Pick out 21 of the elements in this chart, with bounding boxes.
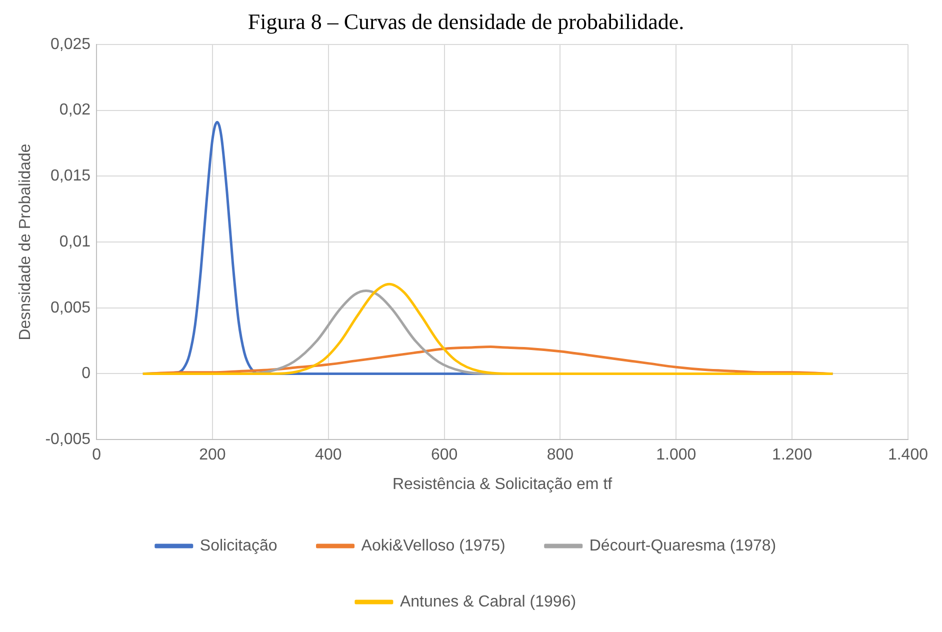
y-tick-label: 0,01	[59, 233, 91, 250]
x-tick-label: 1.000	[656, 446, 696, 464]
legend-label: Aoki&Velloso (1975)	[361, 537, 506, 554]
legend-label: Solicitação	[200, 537, 278, 554]
y-tick-label: 0	[82, 365, 91, 382]
y-tick-label: 0,005	[50, 299, 91, 316]
y-tick-label: 0,025	[50, 36, 91, 53]
y-tick-label: -0,005	[45, 431, 91, 448]
x-axis-title: Resistência & Solicitação em tf	[392, 476, 613, 493]
x-tick-label: 1.200	[772, 446, 812, 464]
x-tick-label: 800	[546, 446, 574, 464]
y-tick-label: 0,015	[50, 168, 91, 185]
x-tick-label: 200	[199, 446, 226, 464]
legend-label: Décourt-Quaresma (1978)	[589, 537, 776, 554]
legend-label: Antunes & Cabral (1996)	[400, 593, 576, 610]
chart-title: Figura 8 – Curvas de densidade de probabilidade.	[248, 8, 684, 34]
x-tick-label: 400	[315, 446, 342, 464]
y-axis-title: Desnsidade de Probalidade	[17, 144, 34, 340]
x-tick-label: 600	[430, 446, 458, 464]
x-tick-label: 1.400	[888, 446, 928, 464]
y-tick-label: 0,02	[59, 102, 91, 119]
